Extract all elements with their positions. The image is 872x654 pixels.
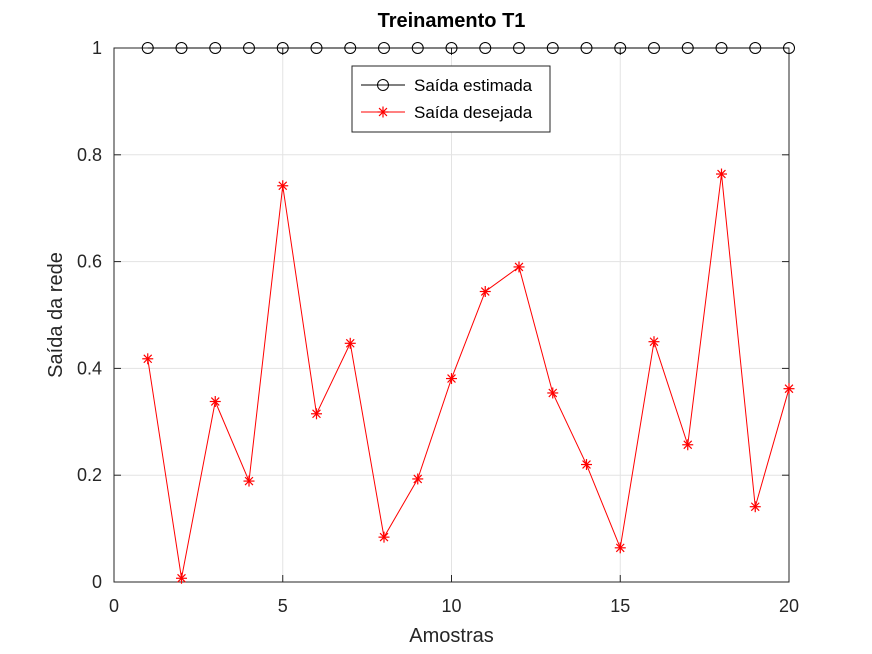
data-point	[310, 42, 323, 54]
data-point	[344, 42, 357, 54]
y-tick-label: 0.8	[77, 145, 102, 165]
data-point	[749, 501, 761, 513]
data-point	[141, 42, 154, 54]
data-point	[681, 42, 694, 54]
chart-title: Treinamento T1	[378, 10, 526, 32]
data-point	[446, 373, 457, 385]
data-point	[783, 383, 795, 395]
data-point	[581, 459, 592, 471]
legend-label: Saída desejada	[414, 103, 533, 122]
data-point	[479, 42, 492, 54]
legend-box	[351, 65, 551, 133]
data-point	[344, 337, 356, 349]
data-point	[513, 42, 525, 54]
data-point	[546, 42, 559, 54]
data-point	[513, 261, 525, 273]
data-point	[614, 542, 626, 554]
data-point	[648, 42, 660, 54]
data-point	[614, 42, 627, 54]
x-tick-label: 10	[441, 596, 461, 616]
data-point	[716, 168, 727, 180]
y-axis-label: Saída da rede	[45, 252, 67, 378]
data-point	[445, 42, 458, 54]
y-tick-label: 0.4	[77, 358, 102, 378]
data-point	[276, 42, 289, 54]
data-point	[411, 42, 424, 54]
x-tick-label: 0	[109, 596, 119, 616]
series-layer	[141, 42, 795, 584]
data-point	[311, 408, 322, 420]
data-point	[547, 387, 559, 399]
data-point	[715, 42, 728, 54]
series-line	[147, 173, 790, 579]
data-point	[209, 396, 221, 408]
series-1	[141, 42, 795, 54]
data-point	[378, 531, 390, 543]
legend-item-1: Saída estimada	[361, 76, 533, 95]
data-point	[580, 42, 593, 54]
data-point	[749, 42, 762, 54]
data-point	[377, 79, 389, 91]
x-tick-label: 15	[610, 596, 630, 616]
axis-ticks: 0 5 10 15 20 0 0.2 0.4 0.6 0.8 1	[77, 38, 799, 616]
legend: Saída estimada Saída desejada	[351, 65, 551, 133]
data-point	[176, 572, 187, 584]
data-point	[209, 42, 222, 54]
legend-item-2: Saída desejada	[361, 103, 533, 122]
y-tick-label: 1	[92, 38, 102, 58]
data-point	[377, 106, 389, 118]
y-tick-label: 0.6	[77, 252, 102, 272]
y-tick-label: 0	[92, 572, 102, 592]
data-point	[479, 286, 491, 298]
y-tick-label: 0.2	[77, 465, 102, 485]
data-point	[648, 336, 660, 348]
data-point	[378, 42, 390, 54]
data-point	[783, 42, 795, 54]
data-point	[142, 353, 154, 365]
data-point	[175, 42, 188, 54]
data-point	[243, 42, 255, 54]
series-2	[142, 168, 795, 584]
data-point	[412, 473, 424, 485]
x-tick-label: 5	[278, 596, 288, 616]
data-point	[682, 439, 694, 451]
x-axis-label: Amostras	[409, 625, 493, 647]
data-point	[277, 180, 289, 192]
legend-label: Saída estimada	[414, 76, 533, 95]
x-tick-label: 20	[779, 596, 799, 616]
data-point	[243, 475, 255, 487]
